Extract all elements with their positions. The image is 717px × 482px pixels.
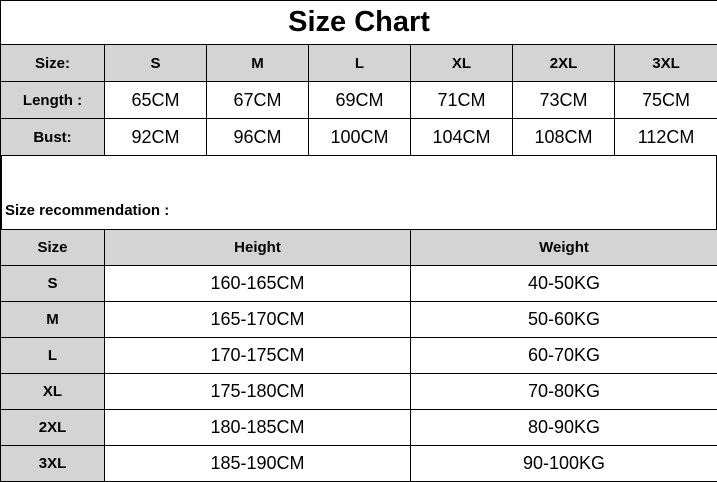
table-cell: 65CM bbox=[105, 82, 207, 119]
column-header: XL bbox=[411, 45, 513, 82]
size-recommendation-label: Size recommendation : bbox=[5, 202, 169, 219]
table-cell: 165-170CM bbox=[105, 302, 411, 338]
table-cell: 69CM bbox=[309, 82, 411, 119]
column-header: L bbox=[309, 45, 411, 82]
row-header: 2XL bbox=[1, 410, 105, 446]
table-cell: 100CM bbox=[309, 119, 411, 156]
table-cell: 90-100KG bbox=[411, 446, 717, 482]
table-cell: 96CM bbox=[207, 119, 309, 156]
table-cell: 50-60KG bbox=[411, 302, 717, 338]
column-header: 3XL bbox=[615, 45, 717, 82]
table-cell: 180-185CM bbox=[105, 410, 411, 446]
column-header: Size: bbox=[1, 45, 105, 82]
table-cell: 75CM bbox=[615, 82, 717, 119]
column-header: Height bbox=[105, 230, 411, 266]
table-cell: 108CM bbox=[513, 119, 615, 156]
table-cell: 175-180CM bbox=[105, 374, 411, 410]
table-cell: 170-175CM bbox=[105, 338, 411, 374]
column-header: 2XL bbox=[513, 45, 615, 82]
table-cell: 60-70KG bbox=[411, 338, 717, 374]
table-cell: 70-80KG bbox=[411, 374, 717, 410]
column-header: Weight bbox=[411, 230, 717, 266]
table-cell: 185-190CM bbox=[105, 446, 411, 482]
row-header: XL bbox=[1, 374, 105, 410]
table-cell: 92CM bbox=[105, 119, 207, 156]
row-header: 3XL bbox=[1, 446, 105, 482]
column-header: Size bbox=[1, 230, 105, 266]
page-title: Size Chart bbox=[1, 1, 717, 45]
table-cell: 160-165CM bbox=[105, 266, 411, 302]
table-cell: 104CM bbox=[411, 119, 513, 156]
table-cell: 112CM bbox=[615, 119, 717, 156]
row-header: Length : bbox=[1, 82, 105, 119]
column-header: S bbox=[105, 45, 207, 82]
row-header: M bbox=[1, 302, 105, 338]
table-cell: 67CM bbox=[207, 82, 309, 119]
table-cell: 80-90KG bbox=[411, 410, 717, 446]
table-cell: 40-50KG bbox=[411, 266, 717, 302]
column-header: M bbox=[207, 45, 309, 82]
table-cell: 71CM bbox=[411, 82, 513, 119]
row-header: L bbox=[1, 338, 105, 374]
row-header: S bbox=[1, 266, 105, 302]
row-header: Bust: bbox=[1, 119, 105, 156]
table-cell: 73CM bbox=[513, 82, 615, 119]
border-left bbox=[0, 155, 2, 230]
